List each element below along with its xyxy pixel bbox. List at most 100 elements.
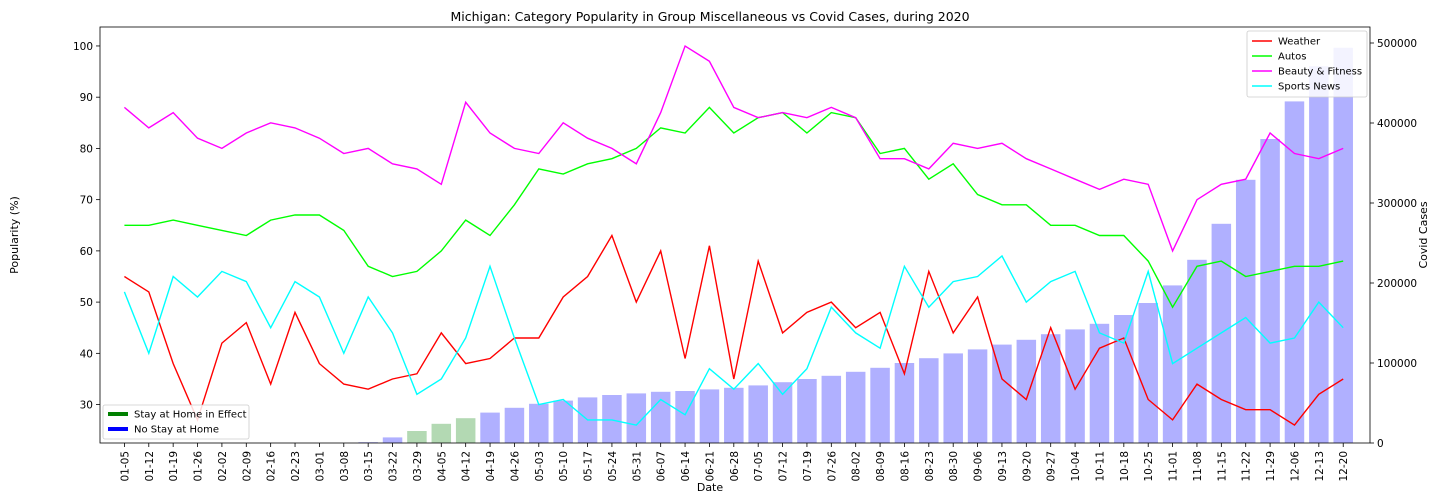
- covid-bar: [772, 382, 793, 443]
- y-tick-label: 30: [80, 400, 93, 412]
- legend-stay-home: Stay at Home in Effect No Stay at Home: [102, 404, 250, 440]
- y-tick-label: 60: [80, 246, 93, 258]
- legend-label: Beauty & Fitness: [1278, 67, 1362, 78]
- y-axis-left: 30 40 50 60 70 80 90 100: [73, 41, 100, 412]
- x-tick-label: 12-13: [1314, 451, 1326, 482]
- covid-bar: [1333, 47, 1353, 444]
- covid-bar: [870, 367, 890, 443]
- covid-bar: [1260, 139, 1280, 443]
- x-tick-label: 01-12: [144, 451, 156, 482]
- x-tick-label: 11-08: [1192, 451, 1204, 482]
- covid-bar: [675, 391, 695, 443]
- x-tick-label: 02-16: [266, 451, 278, 482]
- y2-tick-label: 500000: [1377, 38, 1417, 50]
- x-tick-label: 11-15: [1216, 451, 1228, 482]
- covid-bar: [821, 375, 842, 443]
- x-tick-label: 03-08: [339, 451, 351, 482]
- x-tick-label: 05-24: [607, 451, 619, 482]
- y-tick-label: 100: [73, 41, 93, 53]
- legend-series: Weather Autos Beauty & Fitness Sports News: [1246, 30, 1368, 98]
- legend-label: Weather: [1278, 37, 1321, 48]
- covid-bar: [845, 371, 866, 443]
- covid-bar: [699, 389, 720, 443]
- covid-bar: [724, 387, 744, 443]
- y-axis-right: 0 100000 200000 300000 400000 500000: [1370, 38, 1417, 450]
- y2-axis-label: Covid Cases: [1417, 201, 1430, 268]
- covid-bar: [602, 395, 622, 443]
- legend-box: [1246, 30, 1368, 98]
- covid-bar: [1235, 179, 1256, 444]
- covid-bar: [1065, 329, 1085, 443]
- x-tick-label: 11-01: [1168, 451, 1180, 482]
- x-tick-label: 07-05: [753, 451, 765, 482]
- chart-title: Michigan: Category Popularity in Group M…: [450, 9, 969, 24]
- y-tick-label: 70: [80, 195, 93, 207]
- series-line: [124, 233, 1344, 427]
- y-tick-label: 80: [80, 143, 93, 155]
- y2-tick-label: 100000: [1377, 358, 1417, 370]
- legend-box: [102, 404, 250, 440]
- y-tick-label: 50: [80, 297, 93, 309]
- x-tick-label: 01-05: [119, 451, 131, 482]
- series-line: [123, 254, 1344, 426]
- x-tick-label: 12-20: [1338, 451, 1350, 482]
- legend-label: Stay at Home in Effect: [134, 410, 247, 421]
- x-tick-label: 03-29: [412, 451, 424, 482]
- x-tick-label: 04-19: [485, 451, 497, 482]
- x-tick-label: 04-12: [461, 451, 473, 482]
- y2-tick-label: 0: [1377, 438, 1384, 450]
- covid-bar: [1040, 334, 1061, 443]
- x-tick-label: 12-06: [1289, 451, 1301, 482]
- legend-label: Autos: [1278, 52, 1306, 63]
- x-tick-label: 11-29: [1265, 451, 1277, 482]
- covid-bar: [1138, 303, 1158, 443]
- x-tick-label: 09-06: [973, 451, 985, 482]
- x-tick-label: 11-22: [1241, 451, 1253, 482]
- x-axis: 01-05 01-12 01-19 01-26 02-02 02-09 02-16 02-23…: [119, 443, 1350, 482]
- covid-bar: [748, 385, 768, 443]
- y-axis-label: Popularity (%): [8, 196, 21, 274]
- x-tick-label: 05-17: [583, 451, 595, 482]
- x-tick-label: 03-15: [363, 451, 375, 482]
- x-tick-label: 02-02: [217, 451, 229, 482]
- x-tick-label: 05-03: [534, 451, 546, 482]
- series-line: [124, 106, 1344, 309]
- x-tick-label: 06-14: [680, 451, 692, 482]
- covid-bar: [1089, 323, 1110, 443]
- plot-frame: [99, 26, 1371, 444]
- covid-bars: [358, 47, 1353, 444]
- x-tick-label: 02-23: [290, 451, 302, 482]
- covid-bar: [1114, 315, 1134, 443]
- x-axis-label: Date: [697, 481, 724, 494]
- covid-bar: [455, 418, 476, 443]
- x-tick-label: 07-19: [802, 451, 814, 482]
- y2-tick-label: 200000: [1377, 278, 1417, 290]
- covid-bar: [553, 400, 573, 443]
- x-tick-label: 05-31: [631, 451, 643, 482]
- x-tick-label: 06-21: [704, 451, 716, 482]
- covid-bar: [1187, 259, 1207, 443]
- x-tick-label: 05-10: [558, 451, 570, 482]
- covid-bar: [529, 403, 549, 443]
- legend-label: Sports News: [1278, 82, 1340, 93]
- y2-tick-label: 300000: [1377, 198, 1417, 210]
- x-tick-label: 02-09: [241, 451, 253, 482]
- x-tick-label: 07-12: [778, 451, 790, 482]
- covid-bar: [894, 363, 915, 443]
- x-tick-label: 03-01: [314, 451, 326, 482]
- x-tick-label: 09-20: [1021, 451, 1033, 482]
- x-tick-label: 04-26: [509, 451, 521, 482]
- x-tick-label: 09-13: [997, 451, 1009, 482]
- x-tick-label: 08-16: [899, 451, 911, 482]
- x-tick-label: 04-05: [436, 451, 448, 482]
- y-tick-label: 90: [80, 92, 93, 104]
- covid-bar: [967, 349, 988, 443]
- covid-bar: [1284, 101, 1305, 444]
- x-tick-label: 08-09: [875, 451, 887, 482]
- covid-bar: [1309, 66, 1329, 443]
- x-tick-label: 06-28: [729, 451, 741, 482]
- covid-bar: [626, 393, 647, 443]
- covid-bar: [919, 358, 939, 443]
- y-tick-label: 40: [80, 348, 93, 360]
